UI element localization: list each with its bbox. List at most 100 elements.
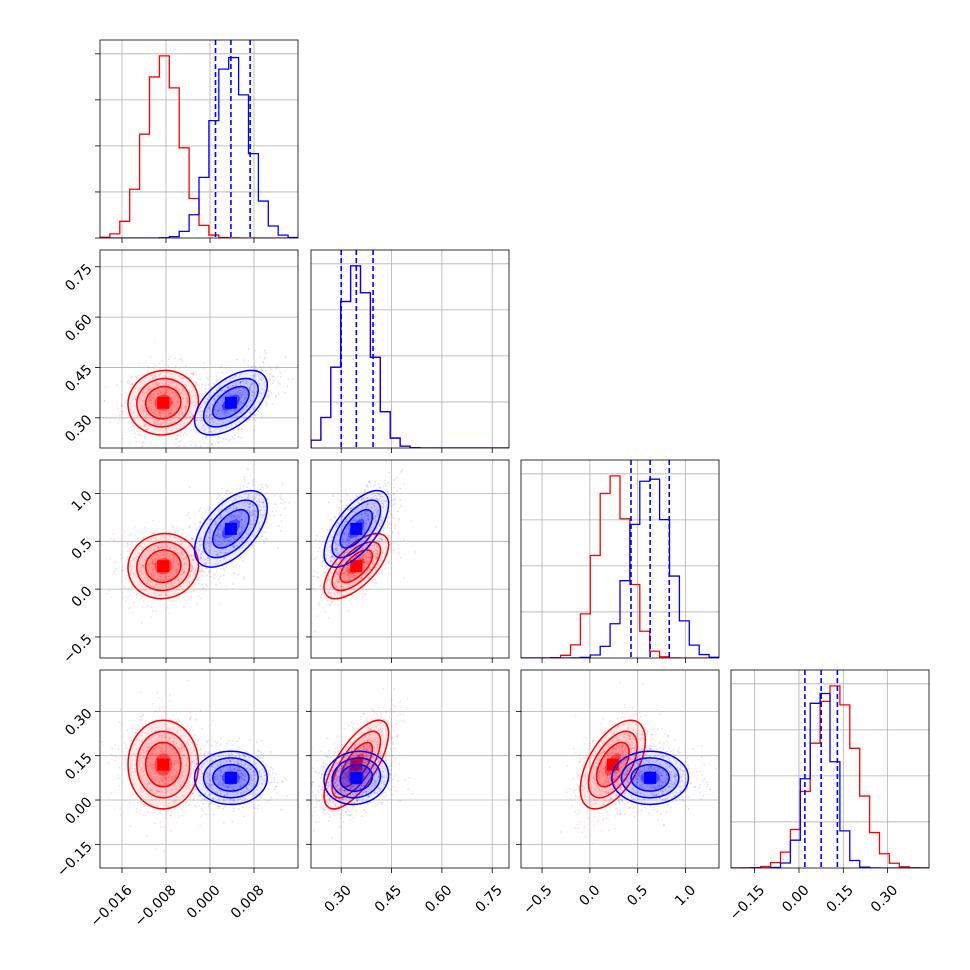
scatter-point	[374, 554, 377, 557]
scatter-point	[353, 574, 355, 577]
scatter-point	[189, 747, 192, 750]
scatter-point	[175, 745, 178, 748]
scatter-point	[397, 551, 400, 554]
scatter-point	[149, 537, 152, 540]
scatter-point	[154, 376, 156, 379]
scatter-point	[243, 398, 246, 401]
scatter-point	[169, 547, 172, 549]
scatter-point	[376, 547, 379, 549]
scatter-point	[340, 518, 342, 521]
scatter-point	[345, 518, 348, 521]
scatter-point	[237, 390, 240, 393]
scatter-point	[163, 546, 165, 549]
scatter-point	[217, 407, 220, 410]
scatter-point	[266, 394, 269, 397]
scatter-point	[362, 522, 364, 524]
scatter-point	[375, 515, 377, 518]
scatter-point	[142, 755, 145, 758]
scatter-point	[124, 587, 127, 590]
scatter-point	[117, 422, 120, 424]
scatter-point	[154, 418, 156, 421]
scatter-point	[376, 553, 379, 556]
scatter-point	[247, 360, 250, 362]
scatter-point	[247, 493, 250, 496]
scatter-point	[248, 419, 250, 422]
scatter-point	[374, 502, 376, 504]
scatter-point	[155, 729, 158, 732]
scatter-point	[153, 562, 156, 565]
scatter-point	[251, 382, 254, 384]
scatter-point	[224, 411, 227, 414]
scatter-point	[260, 369, 263, 372]
scatter-point	[160, 411, 163, 414]
scatter-point	[121, 597, 124, 600]
scatter-point	[245, 536, 248, 539]
scatter-point	[375, 552, 377, 555]
scatter-point	[338, 511, 341, 514]
scatter-point	[338, 571, 341, 574]
scatter-point	[217, 508, 220, 511]
scatter-point	[142, 566, 145, 569]
scatter-point	[217, 510, 220, 513]
scatter-point	[110, 596, 113, 599]
scatter-point	[168, 772, 171, 775]
scatter-point	[140, 788, 143, 791]
scatter-point	[188, 410, 191, 413]
scatter-point	[156, 408, 159, 411]
scatter-point	[374, 570, 377, 573]
scatter-point	[354, 574, 357, 577]
scatter-point	[171, 766, 174, 768]
scatter-point	[184, 592, 186, 595]
scatter-point	[104, 385, 107, 388]
scatter-point	[213, 383, 215, 385]
scatter-point	[231, 384, 234, 387]
scatter-point	[158, 799, 161, 801]
scatter-point	[260, 483, 262, 486]
scatter-point	[358, 521, 361, 524]
scatter-point	[172, 599, 175, 601]
scatter-point	[271, 375, 274, 378]
scatter-point	[185, 429, 187, 432]
scatter-point	[142, 714, 144, 717]
scatter-point	[346, 530, 349, 532]
scatter-point	[391, 530, 394, 533]
scatter-point	[161, 424, 164, 427]
scatter-point	[188, 440, 191, 443]
scatter-point	[356, 495, 358, 498]
scatter-point	[155, 792, 157, 795]
scatter-point	[153, 408, 156, 411]
scatter-point	[184, 535, 187, 538]
scatter-point	[147, 810, 150, 813]
scatter-point	[343, 571, 346, 574]
scatter-point	[158, 411, 161, 414]
scatter-point	[113, 744, 116, 747]
scatter-point	[183, 557, 186, 560]
density-peak	[350, 522, 363, 535]
scatter-point	[362, 555, 364, 557]
scatter-point	[150, 575, 153, 577]
scatter-point	[360, 517, 363, 520]
scatter-point	[206, 398, 209, 401]
scatter-point	[338, 558, 341, 561]
scatter-point	[235, 517, 238, 519]
scatter-point	[174, 774, 177, 777]
scatter-point	[219, 383, 222, 386]
scatter-point	[223, 537, 226, 540]
scatter-point	[364, 553, 367, 556]
scatter-point	[252, 504, 254, 507]
scatter-point	[179, 753, 182, 756]
histogram-blue	[311, 265, 509, 448]
scatter-point	[172, 401, 174, 404]
scatter-point	[141, 767, 144, 770]
scatter-point	[142, 781, 145, 784]
scatter-point	[192, 425, 195, 428]
scatter-point	[154, 414, 157, 416]
scatter-point	[240, 396, 243, 399]
scatter-point	[356, 510, 359, 513]
scatter-point	[162, 535, 165, 538]
scatter-point	[239, 511, 242, 513]
scatter-point	[388, 534, 391, 537]
scatter-point	[164, 754, 167, 757]
scatter-point	[245, 382, 247, 385]
scatter-point	[390, 523, 393, 526]
